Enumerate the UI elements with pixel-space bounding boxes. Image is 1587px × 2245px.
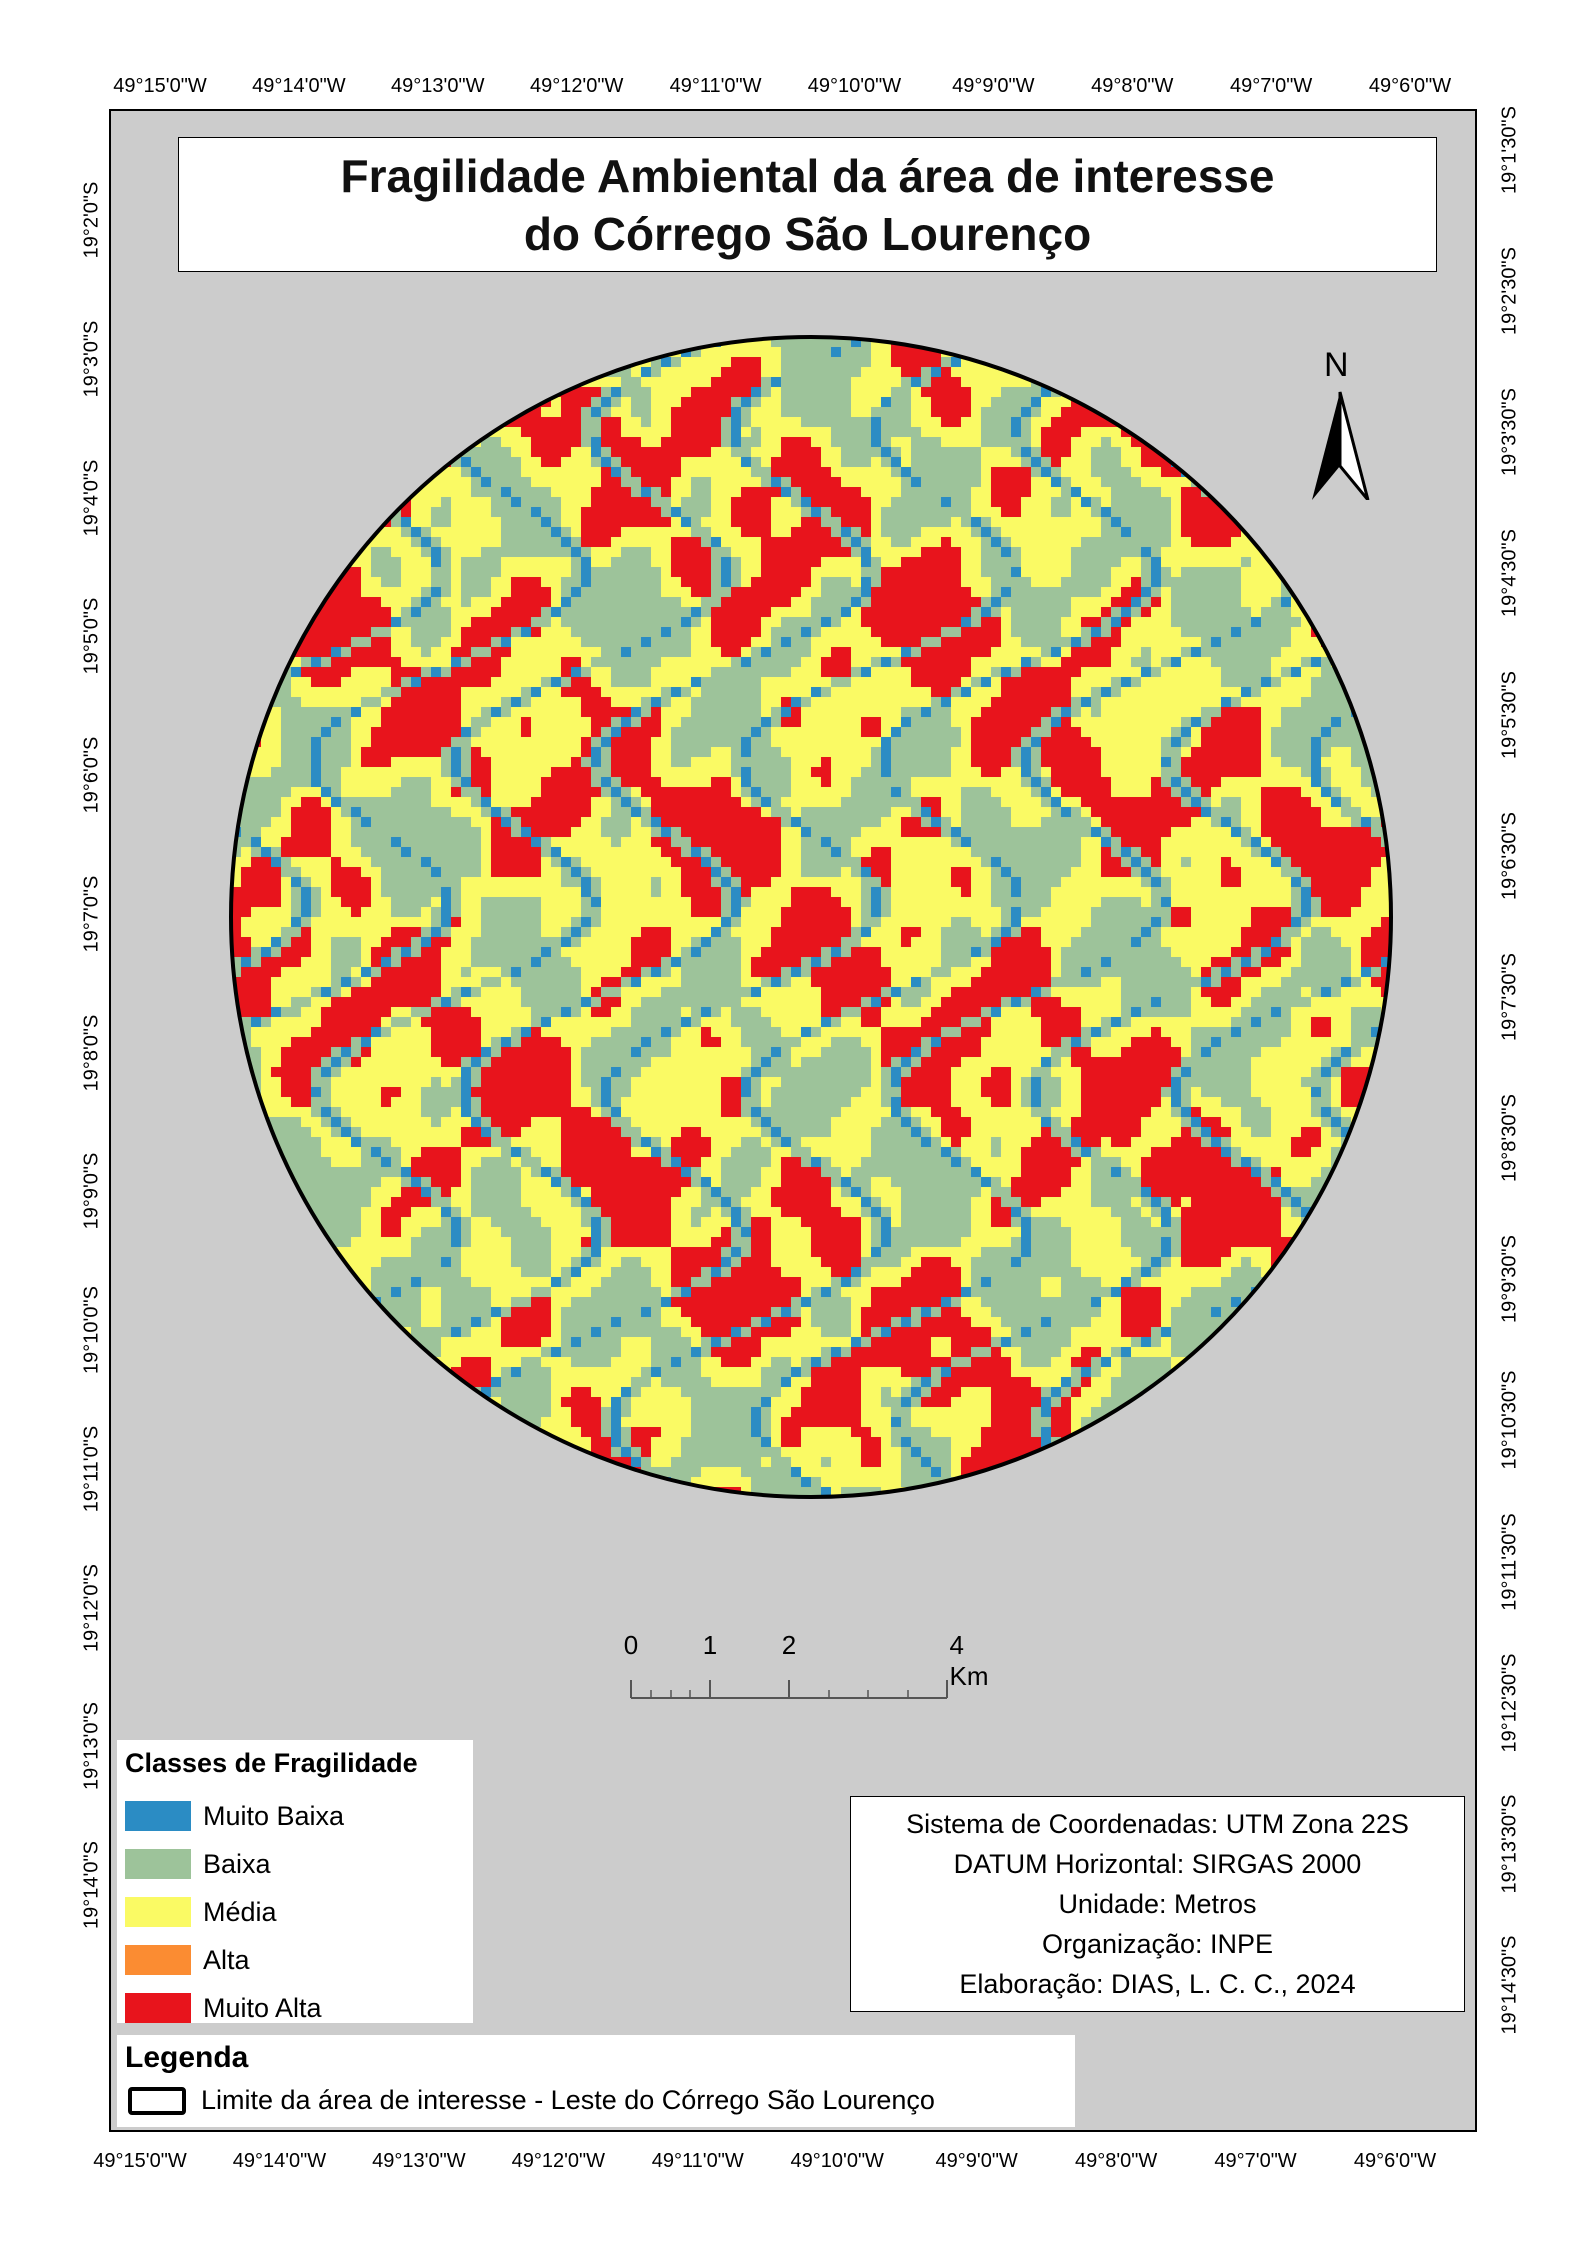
legend-swatch <box>125 1849 191 1879</box>
legend-label: Baixa <box>203 1848 271 1879</box>
legenda-title: Legenda <box>125 2041 249 2074</box>
info-organization: Organização: INPE <box>1041 1929 1274 1959</box>
projection-info-box: Sistema de Coordenadas: UTM Zona 22S DAT… <box>850 1796 1465 2012</box>
study-area-boundary <box>229 335 1393 1499</box>
longitude-tick-label: 49°13'0"W <box>372 2150 466 2172</box>
north-label: N <box>1324 346 1349 384</box>
longitude-tick-label: 49°7'0"W <box>1214 2150 1297 2172</box>
legend-label: Muito Alta <box>203 1992 322 2023</box>
legend-swatch <box>125 1801 191 1831</box>
longitude-tick-label: 49°14'0"W <box>252 75 346 97</box>
longitude-tick-label: 49°8'0"W <box>1074 2150 1158 2172</box>
legend-item-alta: Alta <box>125 1942 250 1978</box>
map-title-line-2: do Córrego São Lourenço <box>523 207 1092 260</box>
info-unit: Unidade: Metros <box>1058 1889 1257 1919</box>
info-coordinate-system: Sistema de Coordenadas: UTM Zona 22S <box>906 1809 1409 1839</box>
scale-label-2: 2 <box>781 1630 797 1660</box>
longitude-tick-label: 49°6'0"W <box>1353 2150 1437 2172</box>
north-arrow-icon <box>1312 391 1370 500</box>
legend-swatch <box>125 1993 191 2023</box>
longitude-tick-label: 49°6'0"W <box>1368 75 1452 97</box>
legend-item-muito-alta: Muito Alta <box>125 1990 322 2026</box>
legend-swatch <box>125 1897 191 1927</box>
legend-item-muito-baixa: Muito Baixa <box>125 1798 344 1834</box>
longitude-tick-label: 49°10'0"W <box>807 75 902 97</box>
map-title-line-1: Fragilidade Ambiental da área de interes… <box>340 149 1275 202</box>
scale-label-1: 1 <box>702 1630 718 1660</box>
longitude-tick-label: 49°14'0"W <box>232 2150 327 2172</box>
scale-label-0: 0 <box>623 1630 639 1660</box>
info-datum: DATUM Horizontal: SIRGAS 2000 <box>953 1849 1362 1879</box>
scale-bar: 0 1 2 4 Km <box>600 1630 1020 1710</box>
legend-label: Muito Baixa <box>203 1800 345 1831</box>
title-box: Fragilidade Ambiental da área de interes… <box>178 137 1437 272</box>
longitude-tick-label: 49°11'0"W <box>669 75 762 97</box>
longitude-tick-label: 49°11'0"W <box>651 2150 744 2172</box>
longitude-tick-label: 49°9'0"W <box>935 2150 1018 2172</box>
scale-label-4: 4 Km <box>949 1630 989 1691</box>
legend-item-baixa: Baixa <box>125 1846 271 1882</box>
legend-label: Alta <box>203 1944 250 1975</box>
fragility-raster <box>231 337 1391 1497</box>
legend-label: Média <box>203 1896 277 1927</box>
longitude-tick-label: 49°13'0"W <box>391 75 485 97</box>
legend-swatch <box>125 1945 191 1975</box>
longitude-tick-label: 49°15'0"W <box>93 2150 187 2172</box>
longitude-tick-label: 49°7'0"W <box>1229 75 1313 97</box>
boundary-legend: Legenda Limite da área de interesse - Le… <box>117 2035 1075 2127</box>
longitude-tick-label: 49°10'0"W <box>790 2150 884 2172</box>
fragility-classes-legend: Classes de Fragilidade Muito Baixa Baixa… <box>117 1740 473 2023</box>
longitude-tick-label: 49°12'0"W <box>529 75 624 97</box>
boundary-swatch <box>128 2087 186 2115</box>
info-author: Elaboração: DIAS, L. C. C., 2024 <box>959 1969 1356 1999</box>
legend-classes-title: Classes de Fragilidade <box>125 1748 418 1778</box>
boundary-label: Limite da área de interesse - Leste do C… <box>201 2085 935 2115</box>
longitude-tick-label: 49°9'0"W <box>952 75 1035 97</box>
longitude-tick-label: 49°8'0"W <box>1091 75 1174 97</box>
legend-item-media: Média <box>125 1894 277 1930</box>
longitude-tick-label: 49°15'0"W <box>113 75 207 97</box>
longitude-tick-label: 49°12'0"W <box>511 2150 606 2172</box>
